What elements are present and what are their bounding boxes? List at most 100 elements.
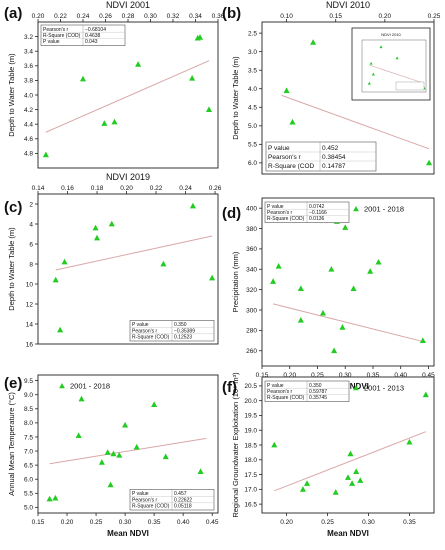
data-point bbox=[160, 260, 167, 267]
y-tick-label: 8.5 bbox=[24, 406, 33, 413]
data-point bbox=[79, 75, 87, 82]
chart-title: NDVI 2010 bbox=[326, 0, 370, 10]
x-tick-label: 0.25 bbox=[428, 13, 441, 20]
panel-letter: (d) bbox=[222, 205, 241, 222]
data-point bbox=[78, 395, 85, 402]
chart-title: NDVI 2001 bbox=[106, 0, 150, 10]
x-tick-label: 0.20 bbox=[61, 519, 74, 526]
stats-value: 0.4638 bbox=[85, 33, 101, 39]
stats-value: 0.0136 bbox=[309, 216, 325, 222]
chart-title: NDVI 2019 bbox=[106, 172, 150, 182]
stats-table: P value 0.350 Pearson's r 0.59787 R-Square (… bbox=[264, 380, 350, 402]
data-point bbox=[304, 480, 311, 486]
stats-label: P value bbox=[132, 491, 149, 497]
data-point bbox=[46, 495, 53, 502]
y-tick-label: 2 bbox=[29, 201, 33, 208]
y-tick-label: 5.0 bbox=[24, 505, 33, 512]
y-tick-label: 5.5 bbox=[24, 491, 33, 498]
y-tick-label: 320 bbox=[246, 287, 257, 294]
x-tick-label: 0.32 bbox=[167, 13, 180, 20]
y-tick-label: 19.0 bbox=[244, 428, 257, 435]
trend-line bbox=[55, 235, 213, 271]
data-point bbox=[52, 276, 59, 283]
stats-table: Pearson's r −0.68104 R-Square (COD) 0.4638 P… bbox=[40, 24, 126, 46]
y-tick-label: 17.0 bbox=[244, 487, 257, 494]
stats-value: 0.14787 bbox=[322, 163, 346, 170]
data-point bbox=[271, 441, 278, 448]
legend-marker bbox=[353, 385, 359, 391]
y-tick-label: 3.6 bbox=[24, 63, 33, 70]
y-axis-label: Annual Mean Temperature (°C) bbox=[7, 392, 16, 496]
y-tick-label: 6.5 bbox=[24, 462, 33, 469]
x-tick-label: 0.15 bbox=[329, 13, 342, 20]
y-tick-label: 7.0 bbox=[24, 448, 33, 455]
stats-label: P value bbox=[267, 204, 284, 210]
panel-e: (e) 0.15 0.20 0.25 0.30 0.35 0.40 0.45 5.0 5.5 6.0… bbox=[4, 374, 219, 538]
x-tick-label: 0.36 bbox=[212, 13, 225, 20]
data-point bbox=[349, 480, 356, 486]
data-point bbox=[367, 268, 374, 274]
stats-value: 0.457 bbox=[174, 491, 187, 497]
stats-label: Pearson's r bbox=[267, 389, 292, 395]
data-point bbox=[57, 326, 64, 333]
x-tick-label: 0.15 bbox=[256, 372, 269, 379]
stats-value: 0.05118 bbox=[174, 504, 192, 510]
data-point bbox=[205, 106, 213, 112]
stats-table: P value 0.457 Pearson's r 0.22622 R-Square (… bbox=[129, 489, 215, 511]
data-point bbox=[339, 324, 346, 330]
y-tick-label: 6.0 bbox=[24, 477, 33, 484]
x-tick-label: 0.35 bbox=[148, 519, 161, 526]
panel-letter: (b) bbox=[222, 5, 241, 22]
data-point bbox=[196, 34, 204, 40]
stats-value: −0.1166 bbox=[309, 210, 327, 216]
stats-table-frame bbox=[265, 141, 377, 172]
y-tick-label: 3.8 bbox=[24, 78, 33, 85]
x-tick-label: 0.16 bbox=[61, 185, 74, 192]
data-point bbox=[347, 450, 354, 457]
stats-table: P value 0.0742 Pearson's r −0.1166 R-Square … bbox=[264, 201, 350, 223]
x-tick-label: 0.35 bbox=[403, 519, 416, 526]
y-axis-label: Depth to Water Table (m) bbox=[231, 56, 240, 140]
stats-label: R-Square (COD) bbox=[267, 216, 305, 222]
trend-line bbox=[45, 60, 210, 133]
trend-line bbox=[281, 94, 430, 150]
stats-label: Pearson's r bbox=[132, 497, 157, 503]
stats-label: R-Square (COD bbox=[268, 163, 315, 170]
data-point bbox=[101, 120, 108, 126]
data-point bbox=[275, 263, 282, 269]
data-point bbox=[133, 443, 140, 450]
plot-frame bbox=[261, 21, 435, 175]
data-point bbox=[135, 61, 142, 67]
data-point bbox=[319, 309, 327, 316]
stats-label: R-Square (COD) bbox=[267, 395, 305, 401]
data-point bbox=[93, 234, 101, 241]
x-tick-label: 0.20 bbox=[120, 185, 133, 192]
data-point bbox=[357, 477, 364, 483]
data-point bbox=[151, 401, 158, 407]
x-tick-label: 0.30 bbox=[339, 372, 352, 379]
data-point bbox=[422, 391, 429, 398]
y-tick-label: 4.2 bbox=[24, 107, 33, 114]
legend: 2001 - 2018 bbox=[353, 205, 404, 214]
trend-line bbox=[274, 431, 426, 492]
inset-chart: NDVI 2010 bbox=[351, 27, 431, 101]
stats-value: 0.452 bbox=[322, 145, 339, 152]
y-tick-label: 17.5 bbox=[244, 472, 257, 479]
y-tick-label: 3.2 bbox=[24, 34, 33, 41]
data-point bbox=[122, 421, 129, 428]
y-tick-label: 20.0 bbox=[244, 398, 257, 405]
data-point bbox=[283, 87, 290, 93]
panel-letter: (c) bbox=[4, 199, 22, 216]
y-tick-label: 340 bbox=[246, 267, 257, 274]
stats-label: R-Square (COD) bbox=[132, 504, 170, 510]
y-tick-label: 8 bbox=[29, 261, 33, 268]
inset-data-point bbox=[367, 81, 371, 85]
x-tick-label: 0.26 bbox=[209, 185, 222, 192]
data-point bbox=[289, 118, 296, 125]
data-point bbox=[104, 449, 111, 455]
data-point bbox=[189, 75, 196, 81]
stats-table: P value 0.350 Pearson's r −0.35389 R-Square … bbox=[129, 320, 215, 342]
y-tick-label: 3.4 bbox=[24, 49, 33, 56]
x-tick-label: 0.20 bbox=[32, 13, 45, 20]
